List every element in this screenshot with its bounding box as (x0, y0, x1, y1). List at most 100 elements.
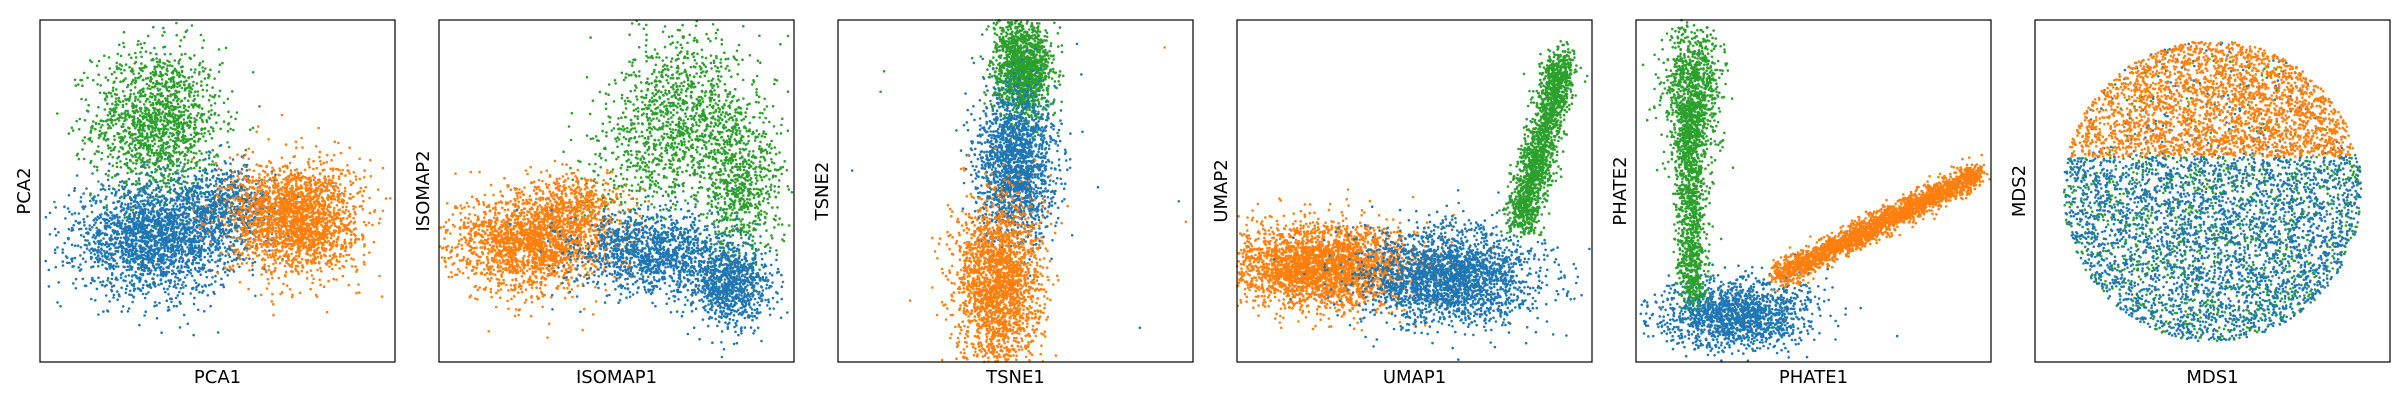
data-point (203, 127, 206, 130)
data-point (149, 88, 152, 91)
data-point (133, 93, 136, 96)
data-point (163, 128, 166, 131)
data-point (115, 88, 118, 91)
data-point (145, 192, 148, 195)
data-point (214, 249, 217, 252)
data-point (147, 255, 150, 258)
data-point (140, 266, 143, 269)
data-point (184, 138, 187, 141)
data-point (158, 93, 161, 96)
data-point (80, 234, 83, 237)
data-point (151, 233, 154, 236)
data-point (248, 257, 251, 260)
data-point (161, 238, 164, 241)
data-point (118, 216, 121, 219)
data-point (56, 112, 59, 115)
data-point (124, 236, 127, 239)
data-point (182, 126, 185, 129)
data-point (174, 120, 177, 123)
data-point (134, 77, 137, 80)
data-point (119, 197, 122, 200)
data-point (84, 244, 87, 247)
data-point (142, 125, 145, 128)
data-point (96, 169, 99, 172)
data-point (164, 182, 167, 185)
data-point (75, 220, 78, 223)
data-point (203, 242, 206, 245)
data-point (163, 31, 166, 34)
data-point (171, 269, 174, 272)
data-point (164, 112, 167, 115)
data-point (97, 249, 100, 252)
panel-pca: PCA1 PCA2 (14, 20, 395, 388)
data-point (142, 221, 145, 224)
data-point (221, 62, 224, 65)
data-point (155, 102, 158, 105)
data-point (102, 237, 105, 240)
data-point (193, 71, 196, 74)
data-point (204, 77, 207, 80)
data-point (180, 183, 183, 186)
data-point (163, 177, 166, 180)
data-point (91, 247, 94, 250)
data-point (67, 207, 70, 210)
data-point (121, 219, 124, 222)
data-point (115, 97, 118, 100)
data-point (104, 285, 107, 288)
data-point (138, 183, 141, 186)
data-point (143, 42, 146, 45)
data-point (114, 231, 117, 234)
data-point (162, 152, 165, 155)
data-point (182, 75, 185, 78)
data-point (111, 73, 114, 76)
data-point (199, 166, 202, 169)
data-point (139, 110, 142, 113)
data-point (79, 254, 82, 257)
data-point (183, 155, 186, 158)
data-point (197, 94, 200, 97)
data-point (131, 102, 134, 105)
data-point (159, 83, 162, 86)
data-point (227, 111, 230, 114)
data-point (105, 261, 108, 264)
data-point (181, 139, 184, 142)
data-point (118, 233, 121, 236)
data-point (154, 240, 157, 243)
data-point (93, 253, 96, 256)
data-point (53, 201, 56, 204)
data-point (172, 223, 175, 226)
data-point (145, 293, 148, 296)
data-point (156, 159, 159, 162)
data-point (135, 237, 138, 240)
data-point (158, 232, 161, 235)
data-point (99, 92, 102, 95)
data-point (106, 209, 109, 212)
data-point (211, 276, 214, 279)
data-point (142, 203, 145, 206)
data-point (157, 145, 160, 148)
data-point (193, 104, 196, 107)
data-point (152, 196, 155, 199)
data-point (147, 218, 150, 221)
data-point (116, 173, 119, 176)
data-point (117, 99, 120, 102)
data-point (158, 132, 161, 135)
data-point (192, 334, 195, 337)
data-point (127, 84, 130, 87)
data-point (157, 136, 160, 139)
data-point (150, 219, 153, 222)
data-point (152, 176, 155, 179)
data-point (152, 189, 155, 192)
data-point (87, 231, 90, 234)
data-point (161, 186, 164, 189)
data-point (227, 261, 230, 264)
data-point (49, 212, 52, 215)
data-point (74, 257, 77, 260)
data-point (160, 244, 163, 247)
data-point (252, 127, 255, 130)
data-point (138, 76, 141, 79)
data-point (48, 269, 51, 272)
data-point (146, 172, 149, 175)
data-point (151, 135, 154, 138)
data-point (101, 132, 104, 135)
